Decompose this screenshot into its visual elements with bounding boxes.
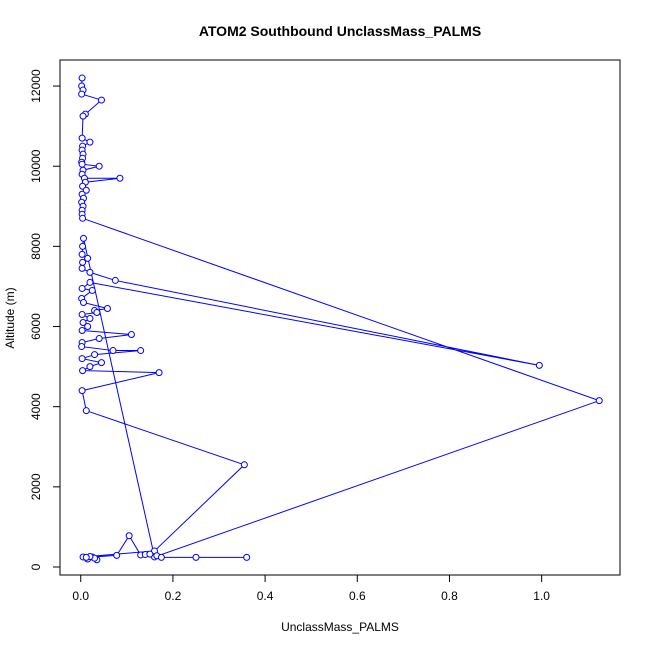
data-point [78,160,86,168]
data-point [84,254,92,262]
data-point [91,351,99,359]
data-point [88,286,96,294]
data-point [78,264,86,272]
data-point [86,138,94,146]
data-point [78,90,86,98]
x-tick-label: 0.0 [72,589,89,603]
data-point [79,242,87,250]
data-point [78,343,86,351]
data-point [113,551,121,559]
data-point [86,315,94,322]
y-tick-label: 6000 [29,313,43,340]
data-point [80,298,88,306]
data-point [82,186,90,194]
data-point [78,387,86,395]
data-point [111,276,119,284]
data-point [82,553,90,561]
data-point [97,359,105,367]
data-point [82,407,90,415]
data-point [79,319,87,327]
data-point [78,250,86,258]
data-point [93,308,101,316]
x-axis: 0.0 0.2 0.4 0.6 0.8 1.0 [72,574,550,603]
data-point [192,553,200,561]
data-point [146,550,154,558]
data-point [103,304,111,312]
data-point [79,112,87,120]
data-point [97,96,105,104]
data-point [86,278,94,286]
y-axis-label: Altitude (m) [3,287,17,348]
data-point [137,347,145,355]
data-point [78,310,86,318]
data-point [125,532,133,540]
y-tick-label: 4000 [29,393,43,420]
data-point [78,355,86,363]
data-point [79,214,87,222]
y-tick-label: 10000 [29,149,43,183]
y-axis: 0 2000 4000 6000 8000 10000 12000 [29,69,61,570]
data-point [116,174,124,182]
chart-title: ATOM2 Southbound UnclassMass_PALMS [199,23,481,39]
data-point [595,397,603,405]
data-point [78,284,86,292]
y-tick-label: 12000 [29,69,43,103]
y-tick-label: 0 [29,563,43,570]
data-point [109,347,117,355]
data-point [127,331,135,339]
data-point [80,234,88,242]
data-point [535,361,543,369]
data-point [79,367,87,375]
x-tick-label: 0.4 [257,589,274,603]
x-axis-label: UnclassMass_PALMS [281,620,399,634]
data-point [78,74,86,82]
series-points [78,74,603,564]
data-point [86,268,94,276]
data-point [86,363,94,371]
x-tick-label: 0.6 [349,589,366,603]
data-point [240,461,248,469]
data-point [95,162,103,170]
data-point [95,335,103,343]
data-point [79,258,87,266]
data-point [155,369,163,377]
y-tick-label: 2000 [29,473,43,500]
data-point [157,553,165,561]
data-point [78,134,86,142]
data-point [78,327,86,335]
y-tick-label: 8000 [29,233,43,260]
x-tick-label: 0.2 [165,589,182,603]
x-tick-label: 0.8 [441,589,458,603]
data-point [243,553,251,561]
x-tick-label: 1.0 [533,589,550,603]
data-point [84,323,92,331]
